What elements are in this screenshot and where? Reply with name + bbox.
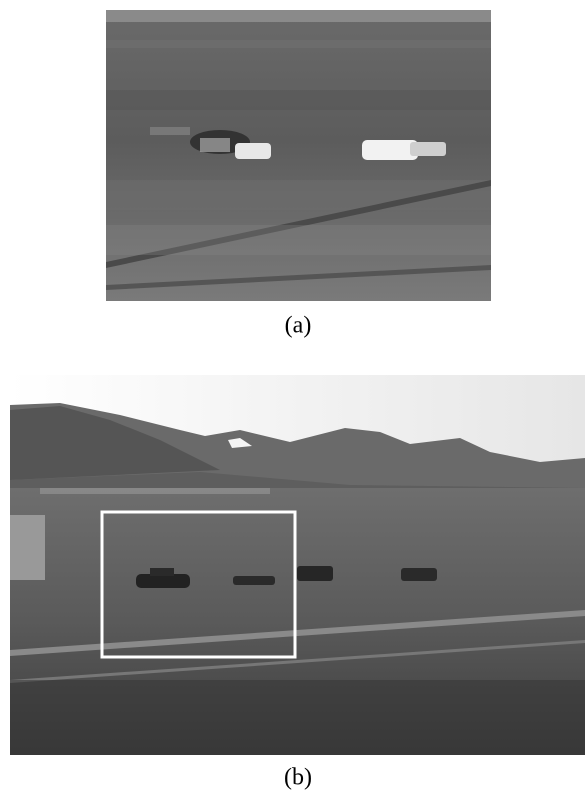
panel-a-label: (a) [285, 313, 312, 339]
panel-a-image [106, 10, 491, 301]
panel-b-image [10, 375, 585, 755]
page: (a) (b) (() => { const data = JSON.parse… [0, 0, 585, 793]
figure: (a) (b) [0, 0, 585, 793]
panel-b-label: (b) [284, 765, 312, 791]
